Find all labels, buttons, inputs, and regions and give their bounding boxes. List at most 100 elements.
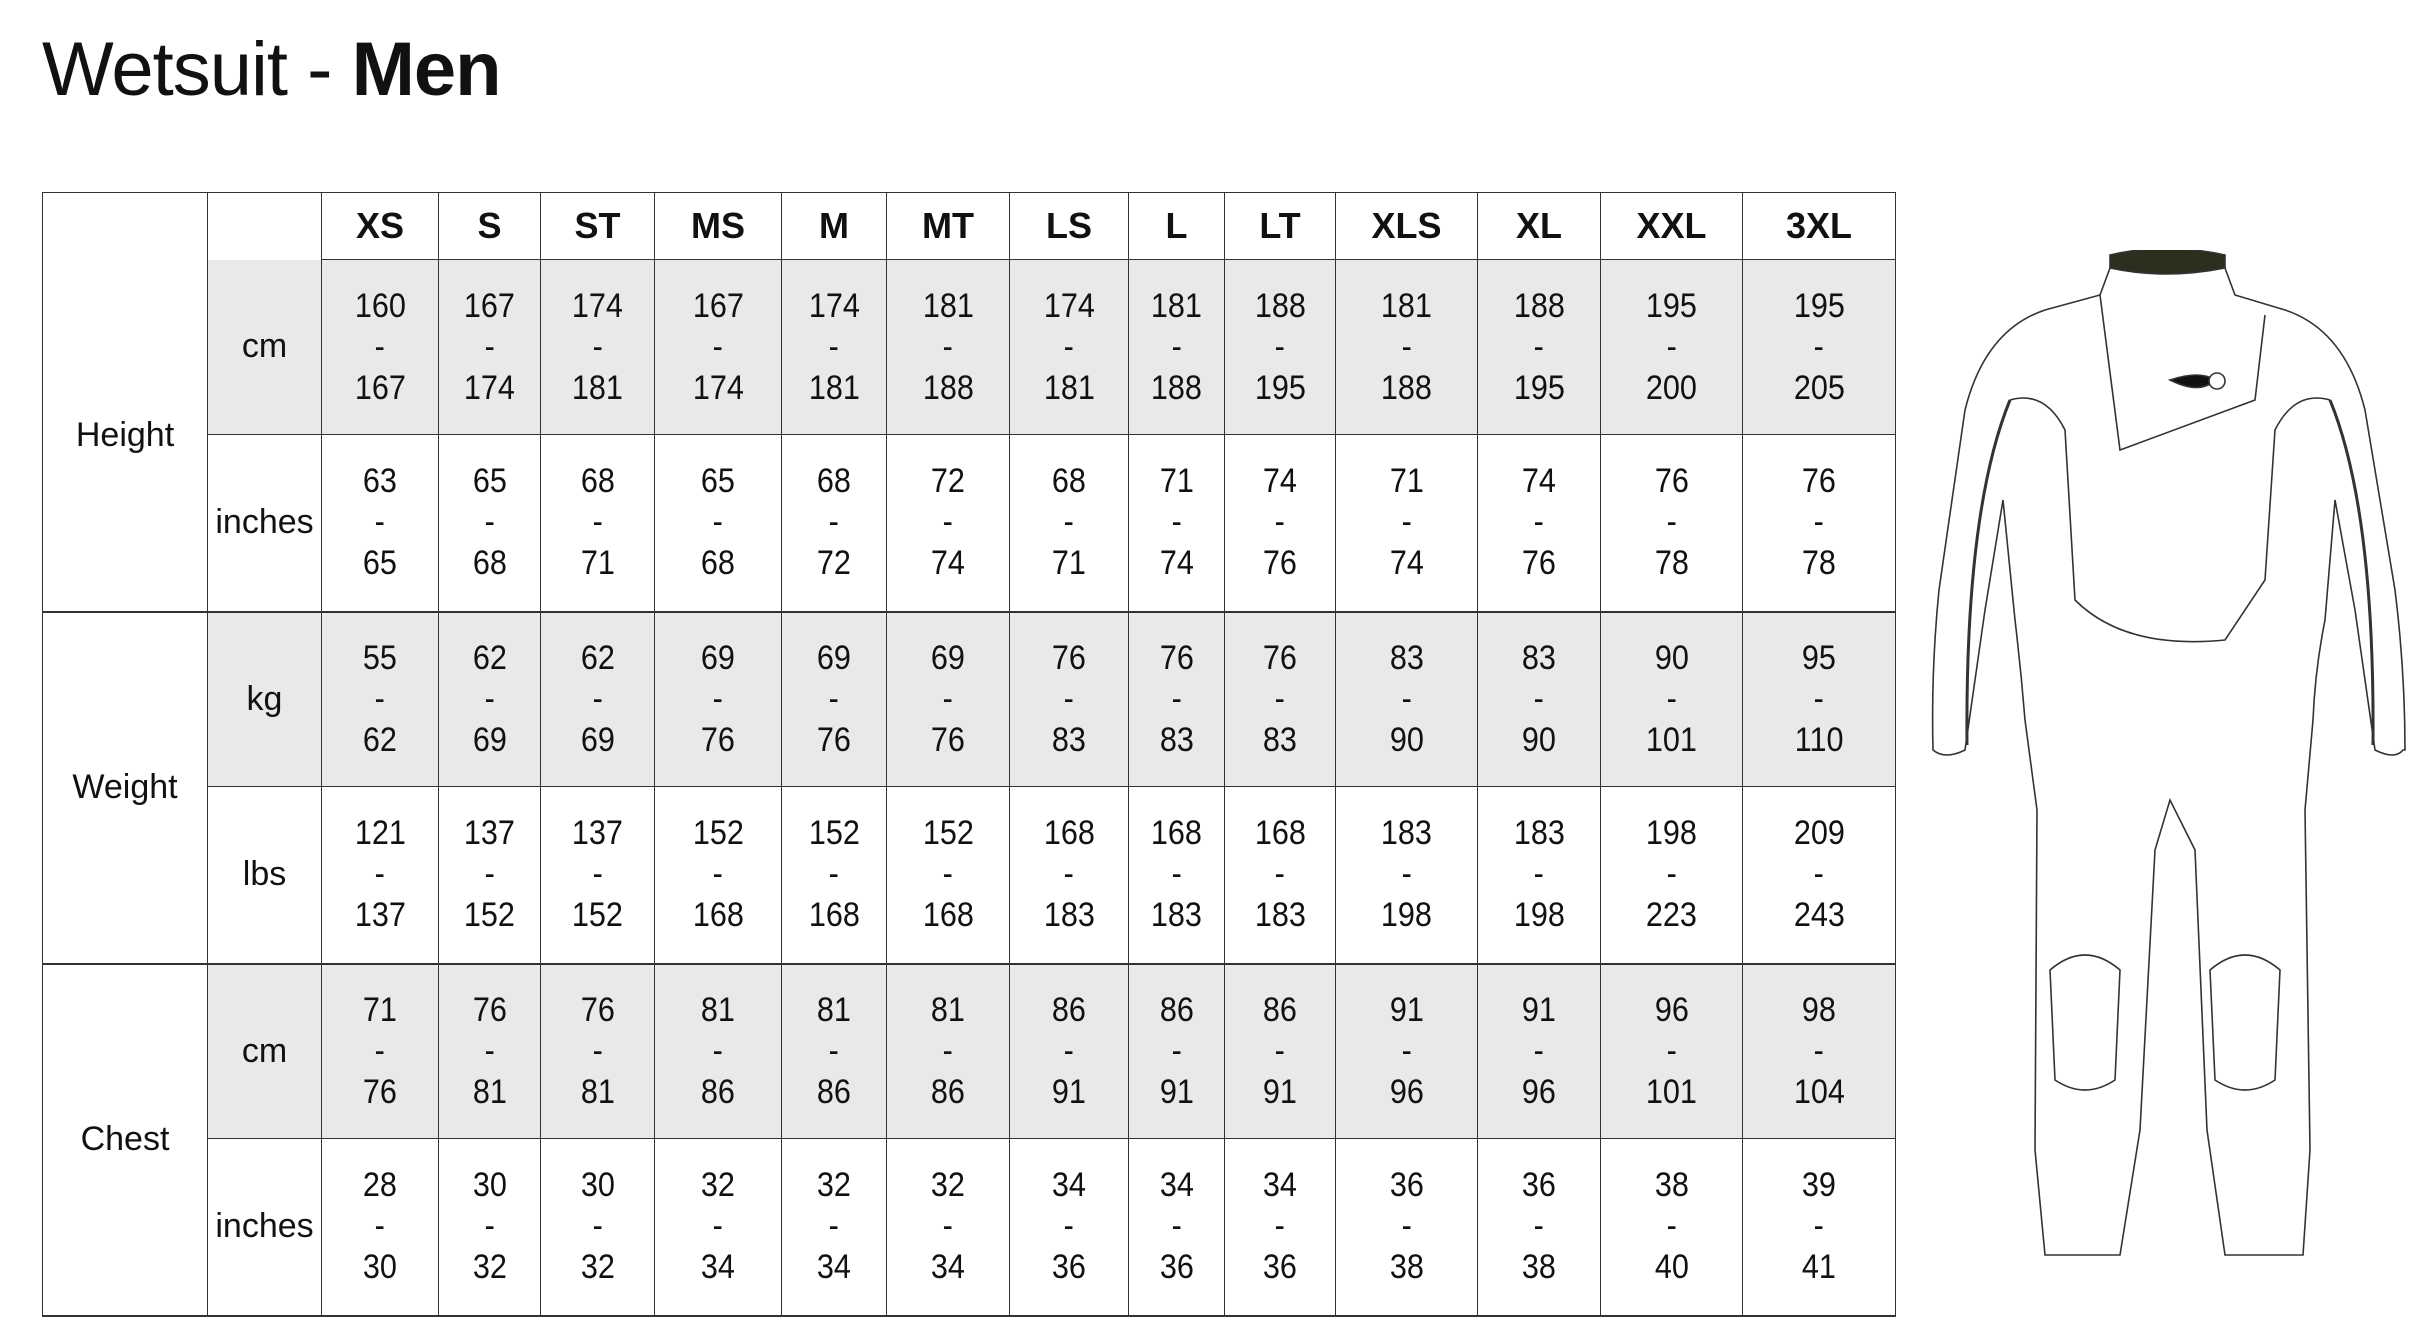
right-knee-pad [2209, 954, 2281, 1091]
range-min: 76 [472, 990, 507, 1029]
size-value-cell: 152-168 [654, 786, 782, 965]
range-min: 83 [1521, 638, 1557, 677]
range-min: 160 [354, 286, 406, 325]
range-min: 71 [1389, 462, 1424, 501]
range-min: 188 [1254, 286, 1306, 325]
size-value-cell: 65-68 [438, 434, 541, 613]
range-max: 188 [922, 368, 974, 407]
size-value-cell: 62-69 [438, 611, 541, 787]
range-min: 76 [580, 990, 615, 1029]
size-value-cell: 90-101 [1600, 611, 1743, 787]
range-min: 181 [1380, 286, 1433, 325]
range-separator: - [1533, 1207, 1545, 1246]
range-separator: - [712, 503, 724, 542]
size-value-cell: 62-69 [540, 611, 655, 787]
range-min: 86 [1051, 990, 1087, 1029]
size-value-cell: 168-183 [1224, 786, 1336, 965]
range-max: 76 [1521, 544, 1557, 583]
range-separator: - [1533, 679, 1545, 718]
range-min: 96 [1654, 990, 1689, 1029]
range-separator: - [1666, 503, 1677, 542]
range-max: 168 [922, 896, 974, 935]
size-value-cell: 28-30 [321, 1138, 439, 1317]
size-value-cell: 36-38 [1335, 1138, 1478, 1317]
range-min: 81 [816, 990, 852, 1029]
range-max: 83 [1262, 720, 1298, 759]
range-separator: - [1666, 855, 1677, 894]
size-value-cell: 69-76 [654, 611, 782, 787]
blank-header [42, 192, 208, 260]
size-header-l: L [1128, 192, 1225, 260]
left-arm-seam [1965, 399, 2012, 746]
size-value-cell: 86-91 [1128, 963, 1225, 1139]
range-max: 32 [472, 1248, 507, 1287]
range-separator: - [1063, 855, 1075, 894]
range-min: 68 [1051, 462, 1087, 501]
wetsuit-collar [2109, 250, 2226, 275]
range-min: 76 [1159, 638, 1194, 677]
range-max: 152 [571, 896, 624, 935]
size-value-cell: 69-76 [781, 611, 887, 787]
size-value-cell: 76-78 [1742, 434, 1896, 613]
range-max: 62 [362, 720, 398, 759]
range-min: 198 [1645, 814, 1698, 853]
range-separator: - [1666, 327, 1677, 366]
range-separator: - [1063, 503, 1075, 542]
range-separator: - [484, 679, 495, 718]
range-max: 96 [1389, 1072, 1424, 1111]
range-max: 76 [362, 1072, 398, 1111]
range-max: 81 [580, 1072, 615, 1111]
range-min: 174 [808, 286, 860, 325]
range-max: 36 [1159, 1248, 1194, 1287]
size-header-xs: XS [321, 192, 439, 260]
range-max: 38 [1521, 1248, 1557, 1287]
size-value-cell: 76-81 [438, 963, 541, 1139]
range-max: 74 [1389, 544, 1424, 583]
range-separator: - [1274, 503, 1286, 542]
size-value-cell: 34-36 [1128, 1138, 1225, 1317]
size-value-cell: 152-168 [781, 786, 887, 965]
range-separator: - [712, 327, 724, 366]
torso-panel [2009, 397, 2331, 643]
range-separator: - [1533, 503, 1545, 542]
range-min: 30 [580, 1166, 615, 1205]
range-max: 76 [816, 720, 852, 759]
right-arm-seam [2328, 399, 2375, 746]
range-separator: - [1533, 327, 1545, 366]
range-separator: - [484, 1031, 495, 1070]
range-separator: - [828, 503, 840, 542]
range-max: 71 [1051, 544, 1087, 583]
range-min: 30 [472, 1166, 507, 1205]
size-header-ms: MS [654, 192, 782, 260]
range-separator: - [1533, 855, 1545, 894]
range-separator: - [374, 679, 386, 718]
range-min: 65 [472, 462, 507, 501]
range-separator: - [1813, 855, 1825, 894]
brand-logo-dot [2208, 372, 2226, 390]
range-separator: - [592, 855, 603, 894]
range-separator: - [828, 679, 840, 718]
range-separator: - [1666, 679, 1677, 718]
range-separator: - [828, 855, 840, 894]
range-separator: - [1666, 1207, 1677, 1246]
range-separator: - [1171, 327, 1182, 366]
range-min: 71 [1159, 462, 1194, 501]
range-min: 152 [692, 814, 744, 853]
size-value-cell: 32-34 [781, 1138, 887, 1317]
range-max: 183 [1150, 896, 1203, 935]
range-min: 137 [463, 814, 516, 853]
range-max: 69 [472, 720, 507, 759]
range-min: 63 [362, 462, 398, 501]
range-max: 83 [1051, 720, 1087, 759]
left-knee-pad [2049, 954, 2121, 1091]
size-chart-table: XS S ST MS M MT LS L LT XLS XL XXL 3XL Height cm 160-1… [42, 192, 1896, 1317]
size-value-cell: 168-183 [1009, 786, 1129, 965]
range-separator: - [592, 503, 603, 542]
size-value-cell: 96-101 [1600, 963, 1743, 1139]
range-max: 188 [1380, 368, 1433, 407]
range-separator: - [942, 1031, 954, 1070]
range-separator: - [374, 503, 386, 542]
range-max: 32 [580, 1248, 615, 1287]
size-value-cell: 168-183 [1128, 786, 1225, 965]
size-value-cell: 76-83 [1009, 611, 1129, 787]
